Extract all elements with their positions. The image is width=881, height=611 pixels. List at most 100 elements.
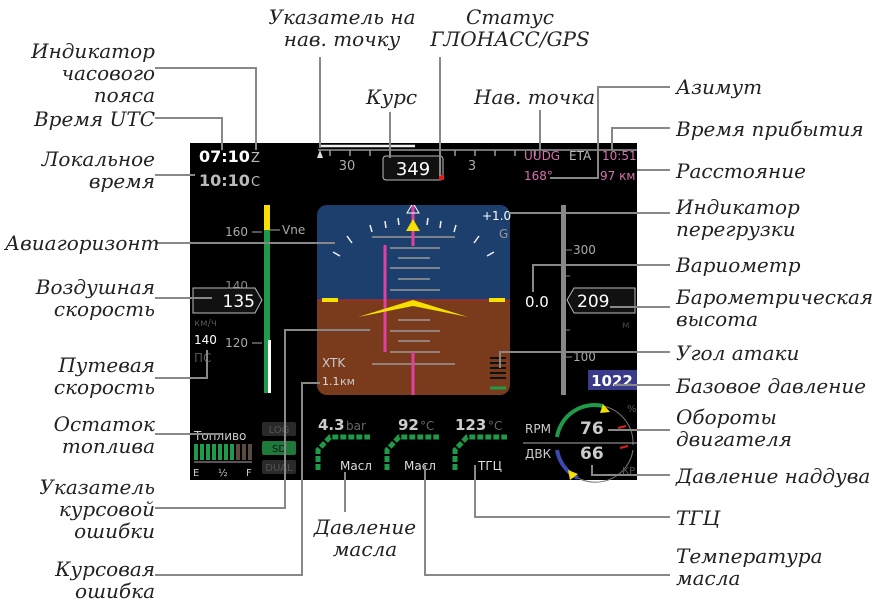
airspeed-box [192, 287, 263, 314]
gauge-unit: bar [346, 419, 366, 433]
callout-local: Локальное время [41, 147, 155, 193]
callout-utc: Время UTC [33, 107, 155, 131]
attitude-indicator: +1.0 G XTK 1.1 км [317, 205, 511, 395]
callout-airspeed: Воздушная скорость [35, 275, 155, 321]
roll-pointer-icon [406, 205, 420, 214]
map-value: 66 [580, 444, 604, 464]
callout-oil-press: Давление масла [313, 515, 417, 561]
callout-oil-temp: Температура масла [676, 544, 823, 590]
roll-index-icon [406, 219, 420, 231]
callout-waypoint: Нав. точка [474, 85, 596, 109]
distance-value: 97 км [600, 169, 635, 183]
local-zone-indicator: C [251, 175, 260, 190]
gauge-unit: °C [420, 419, 434, 433]
map-unit: КР [622, 466, 635, 477]
callout-azimuth: Азимут [676, 75, 763, 99]
eta-label: ETA [569, 149, 592, 163]
fuel-scale-label: E [193, 468, 199, 479]
callout-g: Индикатор перегрузки [676, 195, 800, 241]
gauge-value: 92 [398, 416, 419, 434]
g-unit: G [499, 227, 508, 241]
speed-tick-label: 120 [225, 336, 248, 350]
eta-value: 10:51 [602, 149, 637, 163]
callout-vario: Вариометр [676, 253, 801, 277]
callout-gps: Статус ГЛОНАСС/GPS [430, 5, 590, 51]
callout-distance: Расстояние [676, 159, 806, 183]
fuel-gauge [194, 444, 252, 463]
xtk-unit: км [340, 375, 355, 388]
ground-speed-label: ПС [194, 351, 211, 365]
local-time: 10:10 [199, 171, 250, 190]
heading-tick-label: 30 [339, 159, 356, 174]
rpm-map-gauge: RPM 76 % ДВК 66 КР [523, 403, 637, 483]
gps-status-indicator [439, 175, 444, 180]
callout-baro-alt: Барометрическая высота [676, 285, 874, 331]
gauge-value: 123 [455, 416, 486, 434]
xtk-value: 1.1 [322, 375, 340, 388]
utc-time: 07:10 [199, 147, 250, 166]
altitude-value: 209 [577, 292, 609, 312]
callout-course-error: Курсовая ошибка [55, 557, 155, 603]
vsi-value: 0.0 [525, 293, 549, 311]
callout-aoa: Угол атаки [676, 341, 800, 365]
heading-box [382, 155, 444, 181]
aircraft-symbol-icon [358, 300, 468, 317]
vne-label: Vne [282, 223, 305, 237]
ground-speed-value: 140 [194, 333, 217, 347]
g-load-value: +1.0 [482, 209, 511, 223]
callout-horizon: Авиагоризонт [5, 231, 160, 255]
rpm-label: RPM [525, 422, 551, 436]
bearing-value: 168° [524, 169, 553, 183]
altitude-unit: м [622, 320, 630, 331]
gauge-unit: °C [488, 419, 502, 433]
callout-fuel: Остаток топлива [53, 412, 155, 458]
airspeed-value: 135 [223, 292, 255, 312]
gauge-label: Масл [340, 459, 372, 473]
sd-button[interactable] [262, 441, 296, 455]
utc-zone-indicator: Z [251, 151, 260, 166]
callout-eta: Время прибытия [676, 117, 864, 141]
gauge-value: 4.3 [318, 416, 345, 434]
alt-tick-label: 100 [573, 350, 596, 364]
callout-tz: Индикатор часового пояса [31, 39, 155, 107]
log-button-label: LOG [269, 425, 290, 436]
xtk-label: XTK [322, 356, 346, 370]
fuel-scale-label: ½ [218, 467, 228, 479]
heading-tape [318, 144, 637, 156]
fuel-scale-label: F [246, 468, 252, 479]
map-label: ДВК [525, 447, 552, 461]
callout-rpm: Обороты двигателя [676, 405, 793, 451]
alt-tick-label: 300 [573, 243, 596, 257]
dual-button-label: DUAL [265, 463, 293, 474]
callout-baro-set: Базовое давление [676, 374, 867, 398]
callout-groundspeed: Путевая скорость [53, 353, 155, 399]
callout-course: Курс [366, 85, 418, 109]
gauge-label: Масл [404, 459, 436, 473]
dual-button[interactable] [262, 460, 296, 474]
baro-setting-value: 1022 [591, 372, 633, 390]
heading-value: 349 [396, 159, 430, 180]
log-button[interactable] [262, 422, 296, 436]
speed-unit: км/ч [194, 318, 217, 329]
callout-nav-pointer: Указатель на нав. точку [268, 5, 416, 51]
rpm-value: 76 [580, 419, 604, 439]
engine-gauges: 4.3 bar Масл 92 °C Масл 123 °C ТГЦ [315, 416, 507, 473]
fuel-label: Топливо [193, 429, 246, 443]
cht-gauge: 123 °C ТГЦ [452, 416, 507, 473]
callout-map: Давление наддува [676, 464, 871, 488]
angle-of-attack-icon [490, 357, 506, 390]
rpm-unit: % [627, 404, 637, 415]
sd-button-label: SD [272, 444, 286, 455]
callout-cdi: Указатель курсовой ошибки [39, 475, 155, 543]
heading-tick-label: 3 [468, 159, 476, 174]
nav-pointer-icon [317, 150, 323, 158]
waypoint-id: UUDG [524, 149, 560, 163]
callout-tgc: ТГЦ [676, 506, 721, 530]
gauge-label: ТГЦ [477, 459, 502, 473]
altitude-tape: 300 100 [561, 205, 596, 395]
oil-temp-gauge: 92 °C Масл [384, 416, 439, 473]
speed-tick-label: 160 [225, 225, 248, 239]
oil-pressure-gauge: 4.3 bar Масл [315, 416, 372, 473]
callout-leader-lines [155, 57, 670, 576]
